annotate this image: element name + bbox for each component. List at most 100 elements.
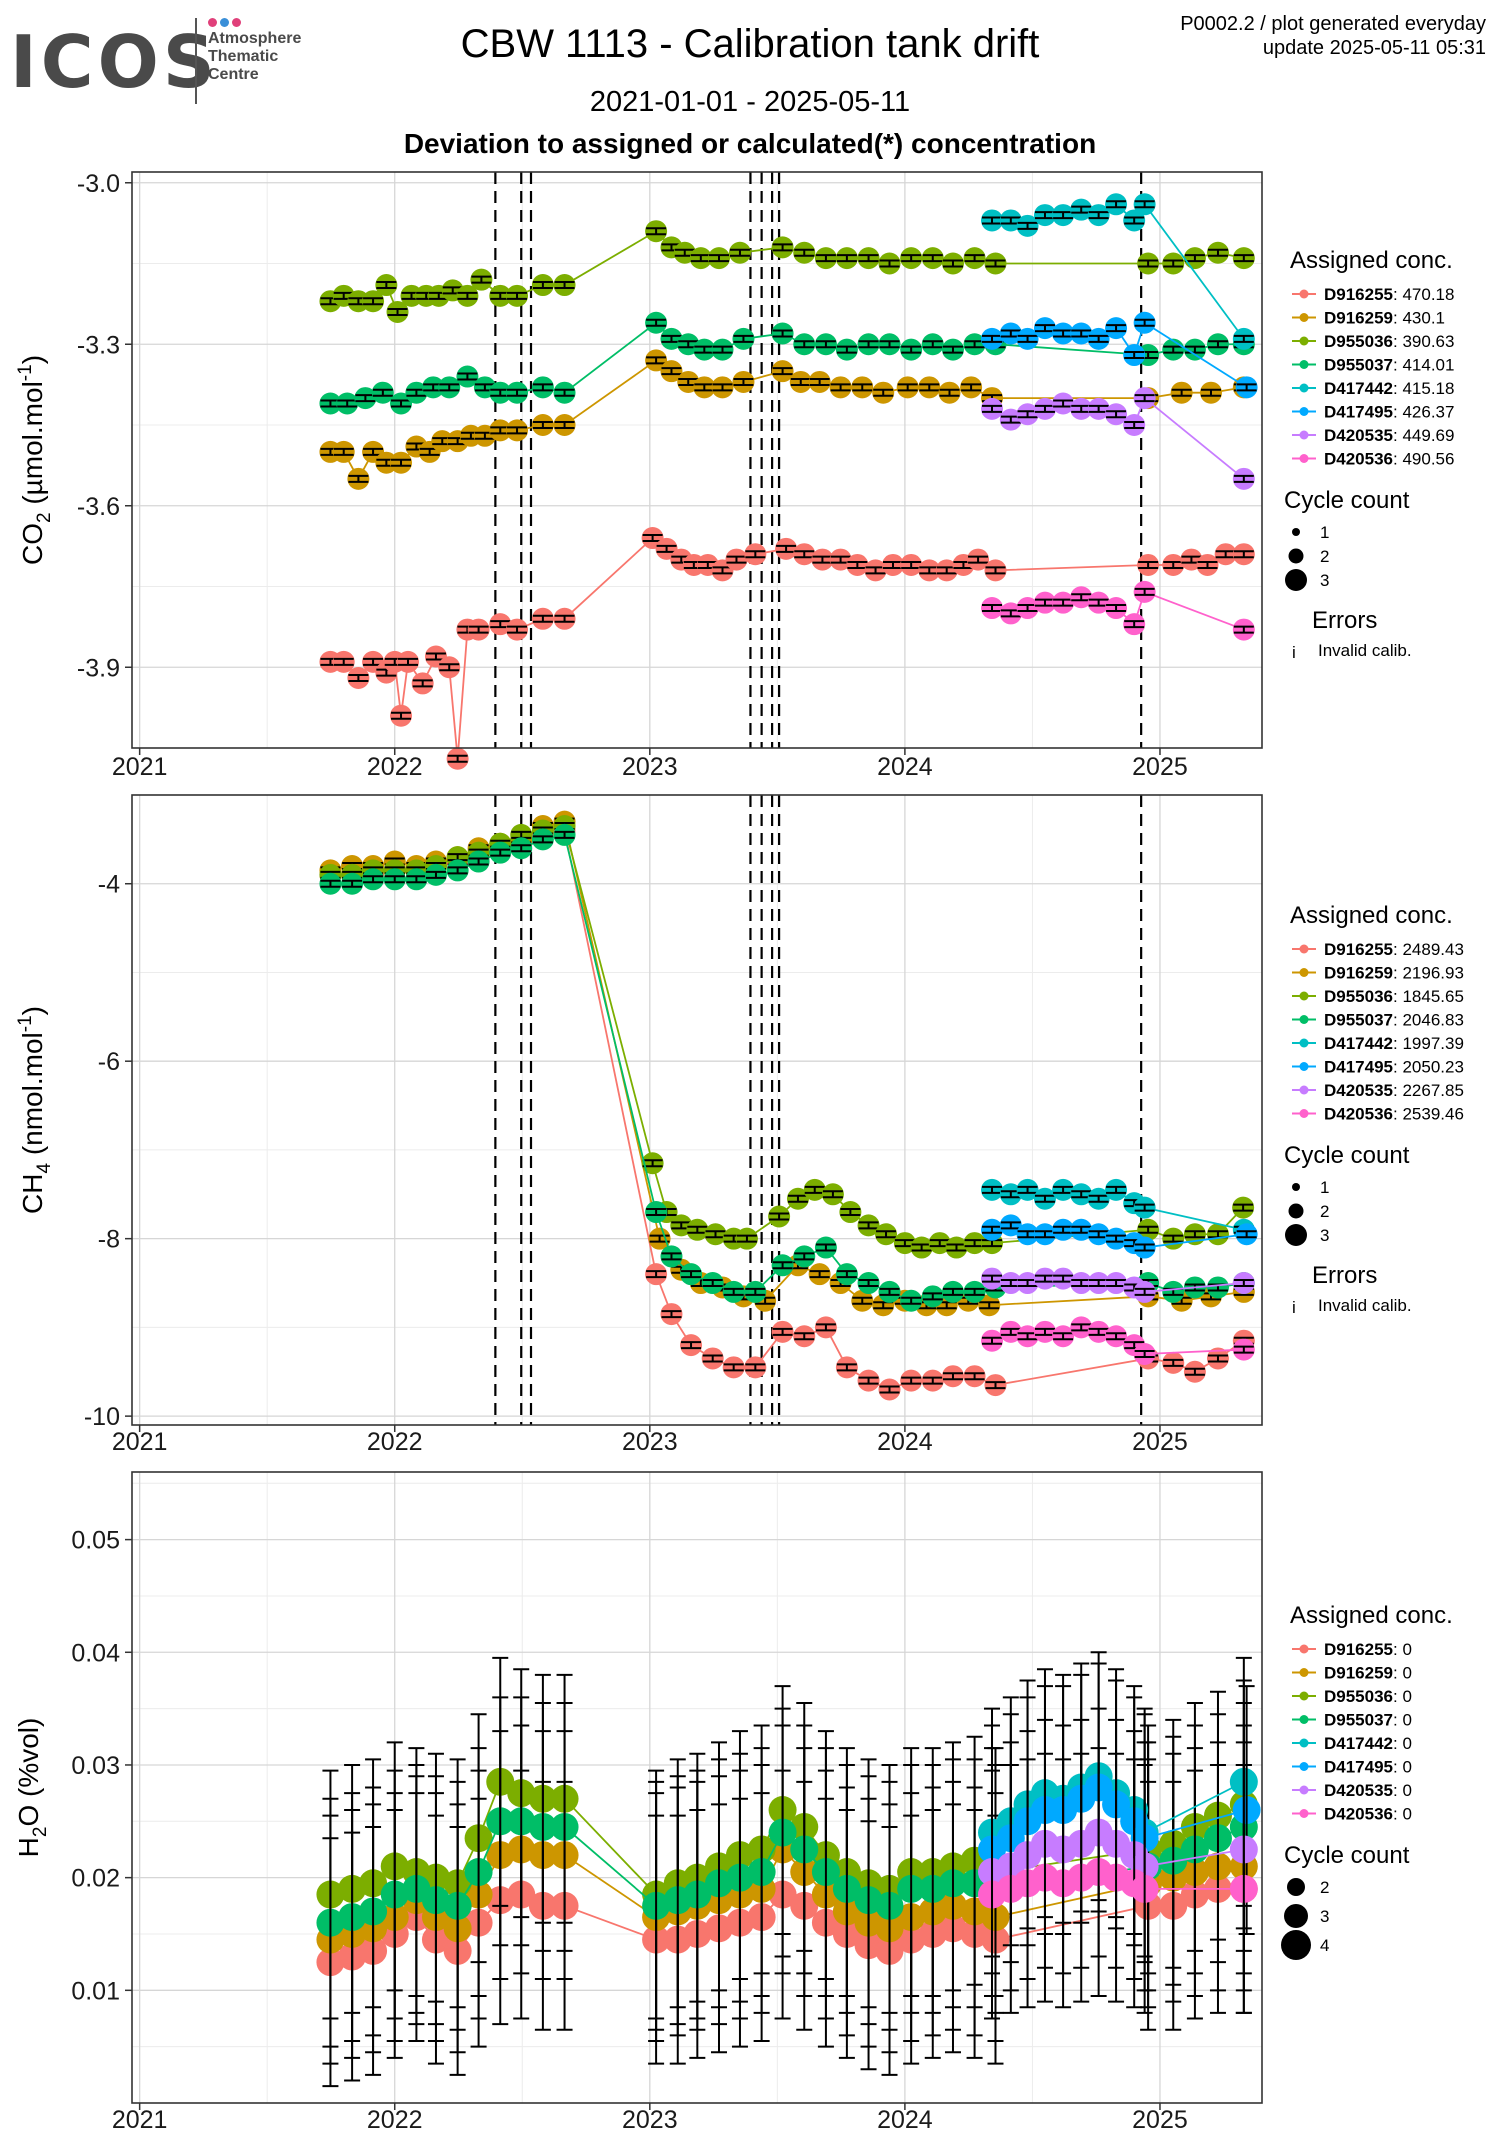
x-tick-label: 2024 xyxy=(877,753,933,781)
logo-line-2: Thematic xyxy=(208,48,279,65)
errors-legend-title: Errors xyxy=(1312,1262,1377,1289)
y-tick-label: -6 xyxy=(98,1048,120,1076)
size-legend-label: 3 xyxy=(1320,1907,1329,1926)
series-D417495 xyxy=(981,1214,1258,1259)
x-tick-label: 2025 xyxy=(1132,2106,1188,2134)
series-D420535 xyxy=(981,387,1255,490)
size-legend-dot xyxy=(1292,1183,1300,1191)
legend-entry: D916255: 0 xyxy=(1324,1640,1412,1659)
logo-divider xyxy=(195,18,197,104)
legend-entry: D916255: 470.18 xyxy=(1324,285,1454,304)
size-legend-label: 3 xyxy=(1320,1226,1329,1245)
logo-subtitle: Atmosphere Thematic Centre xyxy=(208,30,301,84)
size-legend-dot xyxy=(1284,1904,1308,1928)
legend-entry: D420536: 0 xyxy=(1324,1805,1412,1824)
series-D420536 xyxy=(981,580,1255,641)
legend-entry: D417442: 1997.39 xyxy=(1324,1034,1464,1053)
y-axis-label: H2O (%vol) xyxy=(13,1718,51,1858)
size-legend-label: 1 xyxy=(1320,523,1329,542)
legend-swatch-dot xyxy=(1299,1668,1309,1677)
legend-swatch-dot xyxy=(1299,383,1309,393)
size-legend-label: 3 xyxy=(1320,571,1329,590)
legend-entry: D955036: 0 xyxy=(1324,1687,1412,1706)
legend-entry: D417495: 0 xyxy=(1324,1758,1412,1777)
size-legend-dot xyxy=(1281,1930,1311,1960)
chart-title: CBW 1113 - Calibration tank drift xyxy=(460,22,1040,66)
plot-border xyxy=(131,1471,1263,2104)
series-D955037 xyxy=(319,823,1255,1312)
series-D417495 xyxy=(981,311,1258,399)
legend-entry: D417495: 426.37 xyxy=(1324,403,1454,422)
legend-entry: D417442: 415.18 xyxy=(1324,379,1454,398)
legend-swatch-dot xyxy=(1299,1015,1309,1024)
legend-swatch-dot xyxy=(1299,1691,1309,1701)
size-legend-title: Cycle count xyxy=(1284,487,1410,514)
logo-line-3: Centre xyxy=(208,66,259,83)
panel-title: Deviation to assigned or calculated(*) c… xyxy=(403,128,1097,159)
x-tick-label: 2025 xyxy=(1132,753,1188,781)
date-range-subtitle: 2021-01-01 - 2025-05-11 xyxy=(589,86,911,118)
series-D420536 xyxy=(978,1747,1258,2020)
legend-entry: D417495: 2050.23 xyxy=(1324,1058,1464,1077)
legend-swatch-dot xyxy=(1299,1785,1309,1795)
legend-swatch-dot xyxy=(1299,313,1309,322)
y-tick-label: 0.03 xyxy=(71,1752,120,1780)
legend-swatch-dot xyxy=(1299,1109,1309,1118)
legend-swatch-dot xyxy=(1299,1762,1309,1771)
legend-swatch-dot xyxy=(1299,1062,1309,1071)
legend-swatch-dot xyxy=(1299,1809,1309,1818)
y-tick-label: -8 xyxy=(98,1226,120,1254)
legend-entry: D420536: 490.56 xyxy=(1324,450,1454,469)
legend: Assigned conc. D916255: 0 D916259: 0 D95503… xyxy=(1281,1602,1453,1960)
series-D955036 xyxy=(319,815,1255,1259)
legend-swatch-dot xyxy=(1299,360,1309,369)
legend: Assigned conc. D916255: 2489.43 D916259: 2… xyxy=(1284,902,1464,1317)
y-tick-label: -10 xyxy=(84,1403,120,1431)
size-legend-dot xyxy=(1288,548,1304,564)
x-tick-label: 2022 xyxy=(367,2106,423,2134)
icos-logo: ICOS Atmosphere Thematic Centre xyxy=(10,12,340,104)
legend-entry: D916255: 2489.43 xyxy=(1324,940,1464,959)
legend-swatch-dot xyxy=(1299,1085,1309,1095)
x-tick-label: 2021 xyxy=(112,2106,168,2134)
legend-entry: D420535: 2267.85 xyxy=(1324,1081,1464,1100)
legend-title: Assigned conc. xyxy=(1290,902,1453,929)
x-tick-label: 2022 xyxy=(367,1428,423,1456)
legend-entry: D955036: 390.63 xyxy=(1324,332,1454,351)
series-D417442 xyxy=(981,193,1255,350)
plot-meta: P0002.2 / plot generated everyday update… xyxy=(1180,12,1486,60)
legend-swatch-dot xyxy=(1299,944,1309,954)
size-legend-dot xyxy=(1288,1203,1304,1219)
logo-wordmark: ICOS xyxy=(10,20,219,104)
y-axis-label: CH4 (nmol.mol-1) xyxy=(15,1006,55,1214)
legend-swatch-dot xyxy=(1299,430,1309,440)
legend: Assigned conc. D916255: 470.18 D916259: 43… xyxy=(1284,247,1454,662)
logo-dots xyxy=(208,14,244,32)
legend-title: Assigned conc. xyxy=(1290,247,1453,274)
legend-entry: D420535: 449.69 xyxy=(1324,426,1454,445)
panel-1: -3.9 -3.6 -3.3 -3.0 2021 2022 2023 2024 2025 CO2 … xyxy=(15,170,1454,781)
y-axis-label: CO2 (µmol.mol-1) xyxy=(15,355,55,565)
size-legend-label: 1 xyxy=(1320,1178,1329,1197)
y-tick-label: 0.01 xyxy=(71,1977,120,2005)
size-legend-title: Cycle count xyxy=(1284,1142,1410,1169)
size-legend-dot xyxy=(1292,528,1300,536)
legend-entry: D955037: 2046.83 xyxy=(1324,1011,1464,1030)
legend-entry: D916259: 0 xyxy=(1324,1664,1412,1683)
plot-border xyxy=(131,794,1263,1426)
legend-entry: D955037: 0 xyxy=(1324,1711,1412,1730)
x-tick-label: 2021 xyxy=(112,753,168,781)
update-timestamp: update 2025-05-11 05:31 xyxy=(1262,37,1486,59)
legend-swatch-dot xyxy=(1299,1715,1309,1724)
legend-title: Assigned conc. xyxy=(1290,1602,1453,1629)
series-D420536 xyxy=(981,1316,1255,1366)
legend-entry: D420536: 2539.46 xyxy=(1324,1105,1464,1124)
size-legend-label: 4 xyxy=(1320,1936,1329,1955)
invalid-calib-icon: i xyxy=(1292,643,1296,662)
y-tick-label: 0.04 xyxy=(71,1639,120,1667)
size-legend-dot xyxy=(1287,1878,1305,1896)
legend-swatch-dot xyxy=(1299,991,1309,1001)
legend-swatch-dot xyxy=(1299,1644,1309,1654)
size-legend-dot xyxy=(1285,569,1307,591)
